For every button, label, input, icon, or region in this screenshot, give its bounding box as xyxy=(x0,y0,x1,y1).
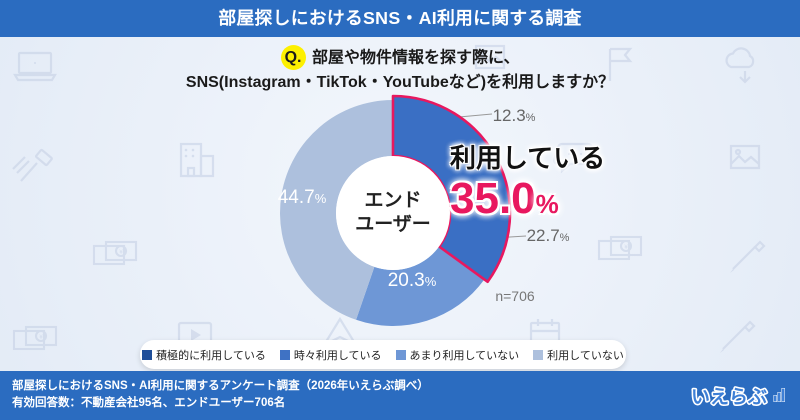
svg-text:エンド: エンド xyxy=(364,190,421,211)
svg-text:12.3%: 12.3% xyxy=(493,106,536,125)
svg-text:ユーザー: ユーザー xyxy=(355,213,431,235)
svg-text:22.7%: 22.7% xyxy=(527,226,570,245)
svg-text:20.3%: 20.3% xyxy=(388,270,437,291)
svg-text:いえらぶ: いえらぶ xyxy=(691,386,767,408)
svg-text:44.7%: 44.7% xyxy=(278,187,327,208)
svg-text:n=706: n=706 xyxy=(495,288,535,304)
